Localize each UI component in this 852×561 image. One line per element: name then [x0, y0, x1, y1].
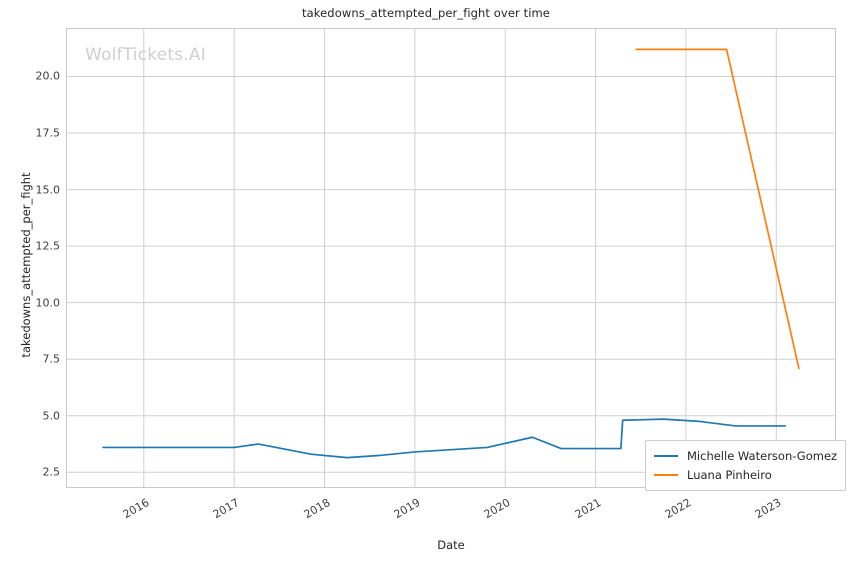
- x-tick-label: 2022: [662, 496, 694, 522]
- chart-legend[interactable]: Michelle Waterson-Gomez Luana Pinheiro: [645, 440, 847, 491]
- legend-color-swatch-series-1: [654, 454, 678, 457]
- y-tick-label: 10.0: [35, 296, 61, 310]
- x-tick-label: 2020: [481, 496, 513, 522]
- watermark: WolfTickets.AI: [85, 45, 206, 65]
- x-axis-label: Date: [437, 538, 465, 552]
- x-tick-label: 2023: [753, 496, 784, 522]
- series-line-1: [102, 418, 787, 459]
- x-tick-label: 2017: [210, 496, 242, 522]
- plot-area: WolfTickets.AI: [66, 28, 836, 488]
- legend-item: Luana Pinheiro: [654, 465, 837, 484]
- y-tick-label: 15.0: [35, 183, 61, 197]
- x-tick-label: 2018: [301, 496, 332, 522]
- x-tick-label: 2016: [120, 496, 152, 522]
- grid-lines: [67, 29, 835, 487]
- y-tick-label: 5.0: [42, 409, 61, 423]
- y-tick-label: 2.5: [42, 465, 61, 479]
- y-tick-label: 17.5: [35, 126, 61, 140]
- legend-label-series-1: Michelle Waterson-Gomez: [687, 448, 838, 463]
- series-lines: [102, 48, 800, 459]
- y-tick-label: 12.5: [35, 239, 61, 253]
- y-axis-label: takedowns_attempted_per_fight: [19, 172, 33, 358]
- legend-label-series-2: Luana Pinheiro: [687, 467, 772, 482]
- chart-title: takedowns_attempted_per_fight over time: [302, 6, 550, 20]
- y-axis-tick-labels: 2.5 5.0 7.5 10.0 12.5 15.0 17.5 20.0: [0, 28, 61, 488]
- legend-item: Michelle Waterson-Gomez: [654, 446, 837, 465]
- y-tick-label: 7.5: [42, 352, 61, 366]
- legend-color-swatch-series-2: [654, 473, 678, 476]
- plot-canvas: [67, 29, 835, 487]
- series-line-2: [635, 48, 800, 370]
- x-tick-label: 2021: [572, 496, 604, 522]
- y-tick-label: 20.0: [35, 69, 61, 83]
- x-tick-label: 2019: [391, 496, 423, 522]
- x-axis-tick-labels: 2016 2017 2018 2019 2020 2021 2022 2023: [66, 488, 836, 536]
